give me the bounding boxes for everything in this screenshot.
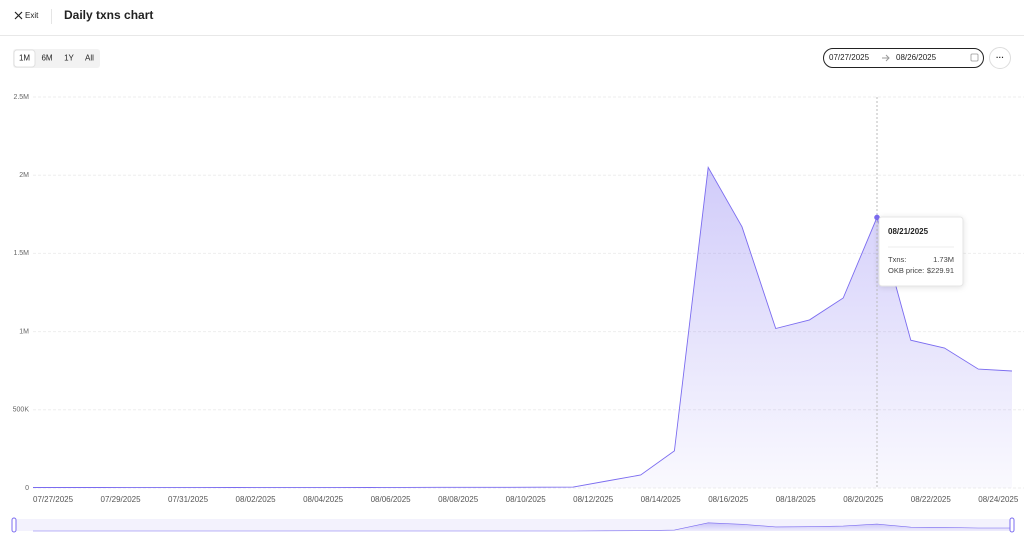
date-picker[interactable] xyxy=(823,48,984,68)
x-tick-label: 08/10/2025 xyxy=(506,495,547,504)
navigator-handle[interactable] xyxy=(11,517,17,533)
x-tick-label: 08/24/2025 xyxy=(978,495,1019,504)
y-tick-label: 1.5M xyxy=(13,250,29,257)
calendar-icon xyxy=(970,53,979,62)
x-tick-label: 08/18/2025 xyxy=(776,495,817,504)
range-button[interactable]: 1Y xyxy=(64,54,74,63)
y-tick-label: 500K xyxy=(13,407,30,414)
tooltip xyxy=(878,216,964,287)
date-start: 07/27/2025 xyxy=(829,53,870,62)
page-title: Daily txns chart xyxy=(64,8,153,22)
tooltip-label: Txns: xyxy=(888,255,906,264)
arrow-icon xyxy=(882,54,890,62)
txns-line xyxy=(33,165,1013,488)
x-tick-label: 08/16/2025 xyxy=(708,495,749,504)
tooltip-value: $229.91 xyxy=(927,266,954,275)
y-tick-label: 0 xyxy=(25,485,29,492)
tooltip-label: OKB price: xyxy=(888,266,924,275)
x-tick-label: 08/12/2025 xyxy=(573,495,614,504)
navigator-area xyxy=(33,522,1013,531)
y-tick-label: 1M xyxy=(19,328,29,335)
range-button[interactable]: 1M xyxy=(19,54,30,63)
range-button[interactable]: 6M xyxy=(41,54,52,63)
exit-button[interactable]: Exit xyxy=(14,11,39,20)
x-tick-label: 08/04/2025 xyxy=(303,495,344,504)
navigator-handle[interactable] xyxy=(1009,517,1015,533)
y-tick-label: 2M xyxy=(19,172,29,179)
navigator-line xyxy=(33,522,1012,532)
x-tick-label: 08/06/2025 xyxy=(371,495,412,504)
exit-label: Exit xyxy=(25,11,39,20)
x-tick-label: 07/29/2025 xyxy=(101,495,142,504)
tooltip-date: 08/21/2025 xyxy=(888,227,929,236)
x-tick-label: 08/02/2025 xyxy=(236,495,277,504)
x-tick-label: 07/27/2025 xyxy=(33,495,74,504)
more-icon: ··· xyxy=(996,53,1004,62)
more-button[interactable] xyxy=(989,47,1011,69)
range-active xyxy=(13,49,36,68)
date-end: 08/26/2025 xyxy=(896,53,937,62)
x-tick-label: 08/22/2025 xyxy=(911,495,952,504)
range-button[interactable]: All xyxy=(85,54,94,63)
x-tick-label: 08/14/2025 xyxy=(641,495,682,504)
x-tick-label: 08/08/2025 xyxy=(438,495,479,504)
txns-area xyxy=(33,167,1013,488)
x-tick-label: 07/31/2025 xyxy=(168,495,209,504)
hover-point xyxy=(874,214,880,221)
close-icon xyxy=(14,11,23,20)
tooltip-value: 1.73M xyxy=(933,255,954,264)
y-tick-label: 2.5M xyxy=(13,94,29,101)
x-tick-label: 08/20/2025 xyxy=(843,495,884,504)
